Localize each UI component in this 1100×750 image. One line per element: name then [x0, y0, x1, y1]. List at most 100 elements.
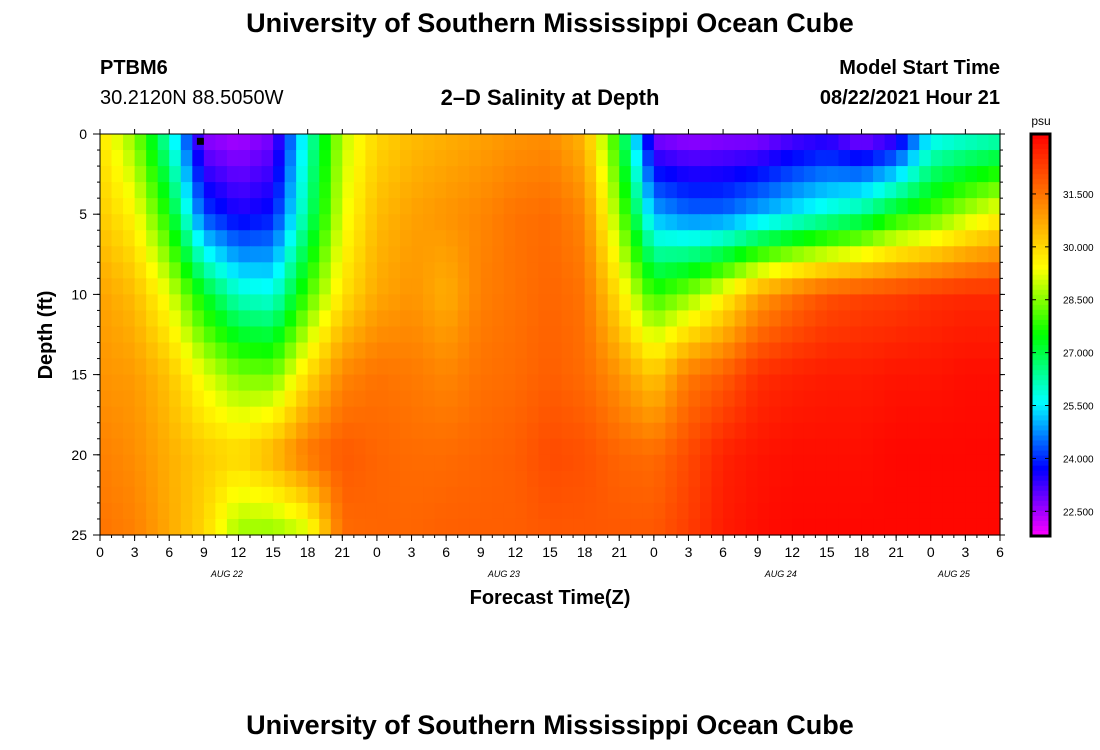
heatmap-cell [180, 518, 193, 536]
heatmap-cell [630, 198, 643, 215]
heatmap-cell [434, 294, 447, 312]
heatmap-cell [711, 502, 724, 520]
heatmap-cell [630, 326, 643, 344]
heatmap-cell [884, 326, 897, 344]
heatmap-cell [792, 342, 805, 360]
heatmap-cell [665, 326, 678, 344]
heatmap-cell [619, 150, 632, 167]
heatmap-cell [965, 342, 978, 360]
heatmap-cell [665, 134, 678, 151]
heatmap-cell [573, 198, 586, 215]
heatmap-cell [803, 342, 816, 360]
heatmap-cell [630, 342, 643, 360]
heatmap-cell [250, 246, 263, 263]
heatmap-cell [896, 134, 909, 151]
heatmap-cell [642, 214, 655, 231]
heatmap-cell [734, 294, 747, 312]
heatmap-cell [319, 278, 332, 295]
heatmap-cell [503, 454, 516, 472]
heatmap-cell [319, 262, 332, 279]
colorbar-segment [1031, 365, 1050, 371]
heatmap-cell [630, 422, 643, 440]
heatmap-cell [607, 470, 620, 488]
colorbar-segment [1031, 249, 1050, 256]
station-marker [196, 137, 204, 145]
heatmap-cell [123, 518, 136, 536]
heatmap-cell [330, 454, 343, 472]
heatmap-cell [746, 214, 759, 231]
heatmap-cell [180, 182, 193, 199]
heatmap-cell [550, 342, 563, 360]
heatmap-cell [319, 518, 332, 536]
heatmap-cell [792, 374, 805, 392]
heatmap-cell [826, 166, 840, 183]
heatmap-cell [988, 230, 1001, 247]
heatmap-cell [850, 278, 863, 295]
heatmap-cell [965, 390, 978, 408]
heatmap-cell [192, 486, 205, 504]
heatmap-cell [619, 166, 632, 183]
colorbar-segment [1031, 405, 1050, 411]
heatmap-cell [226, 182, 240, 199]
heatmap-cells [100, 134, 1001, 536]
heatmap-cell [942, 278, 955, 295]
heatmap-cell [111, 486, 124, 504]
heatmap-cell [330, 358, 343, 376]
heatmap-cell [965, 230, 978, 247]
heatmap-cell [457, 166, 470, 183]
heatmap-cell [665, 262, 678, 279]
colorbar-segment [1031, 390, 1050, 396]
heatmap-cell [238, 310, 251, 328]
heatmap-cell [503, 134, 516, 151]
heatmap-cell [988, 358, 1001, 376]
heatmap-cell [861, 374, 874, 392]
heatmap-cell [376, 246, 390, 263]
heatmap-cell [480, 486, 493, 504]
heatmap-cell [584, 470, 597, 488]
heatmap-cell [550, 230, 563, 247]
heatmap-cell [157, 358, 170, 376]
heatmap-cell [492, 486, 505, 504]
heatmap-cell [146, 374, 159, 392]
heatmap-cell [434, 454, 447, 472]
heatmap-cell [769, 278, 782, 295]
heatmap-cell [596, 310, 609, 328]
heatmap-cell [515, 182, 528, 199]
heatmap-cell [526, 406, 540, 424]
heatmap-cell [226, 358, 240, 376]
heatmap-cell [584, 246, 597, 263]
heatmap-cell [526, 502, 540, 520]
heatmap-cell [434, 214, 447, 231]
colorbar-segment [1031, 450, 1050, 457]
heatmap-cell [988, 470, 1001, 488]
heatmap-cell [342, 134, 355, 151]
heatmap-cell [826, 358, 840, 376]
heatmap-cell [169, 278, 182, 295]
heatmap-cell [942, 406, 955, 424]
heatmap-cell [596, 502, 609, 520]
heatmap-cell [319, 310, 332, 328]
heatmap-cell [180, 406, 193, 424]
heatmap-cell [976, 246, 990, 263]
heatmap-cell [780, 422, 793, 440]
heatmap-cell [826, 326, 840, 344]
heatmap-cell [803, 310, 816, 328]
heatmap-cell [538, 214, 551, 231]
heatmap-cell [584, 374, 597, 392]
heatmap-cell [146, 262, 159, 279]
heatmap-cell [734, 246, 747, 263]
heatmap-cell [100, 454, 113, 472]
heatmap-cell [676, 198, 690, 215]
heatmap-cell [700, 278, 713, 295]
heatmap-cell [642, 310, 655, 328]
heatmap-cell [457, 246, 470, 263]
heatmap-cell [642, 486, 655, 504]
heatmap-cell [157, 198, 170, 215]
heatmap-cell [780, 230, 793, 247]
heatmap-cell [538, 294, 551, 312]
heatmap-cell [873, 454, 886, 472]
heatmap-cell [400, 470, 413, 488]
heatmap-cell [861, 406, 874, 424]
heatmap-cell [457, 182, 470, 199]
heatmap-cell [250, 406, 263, 424]
